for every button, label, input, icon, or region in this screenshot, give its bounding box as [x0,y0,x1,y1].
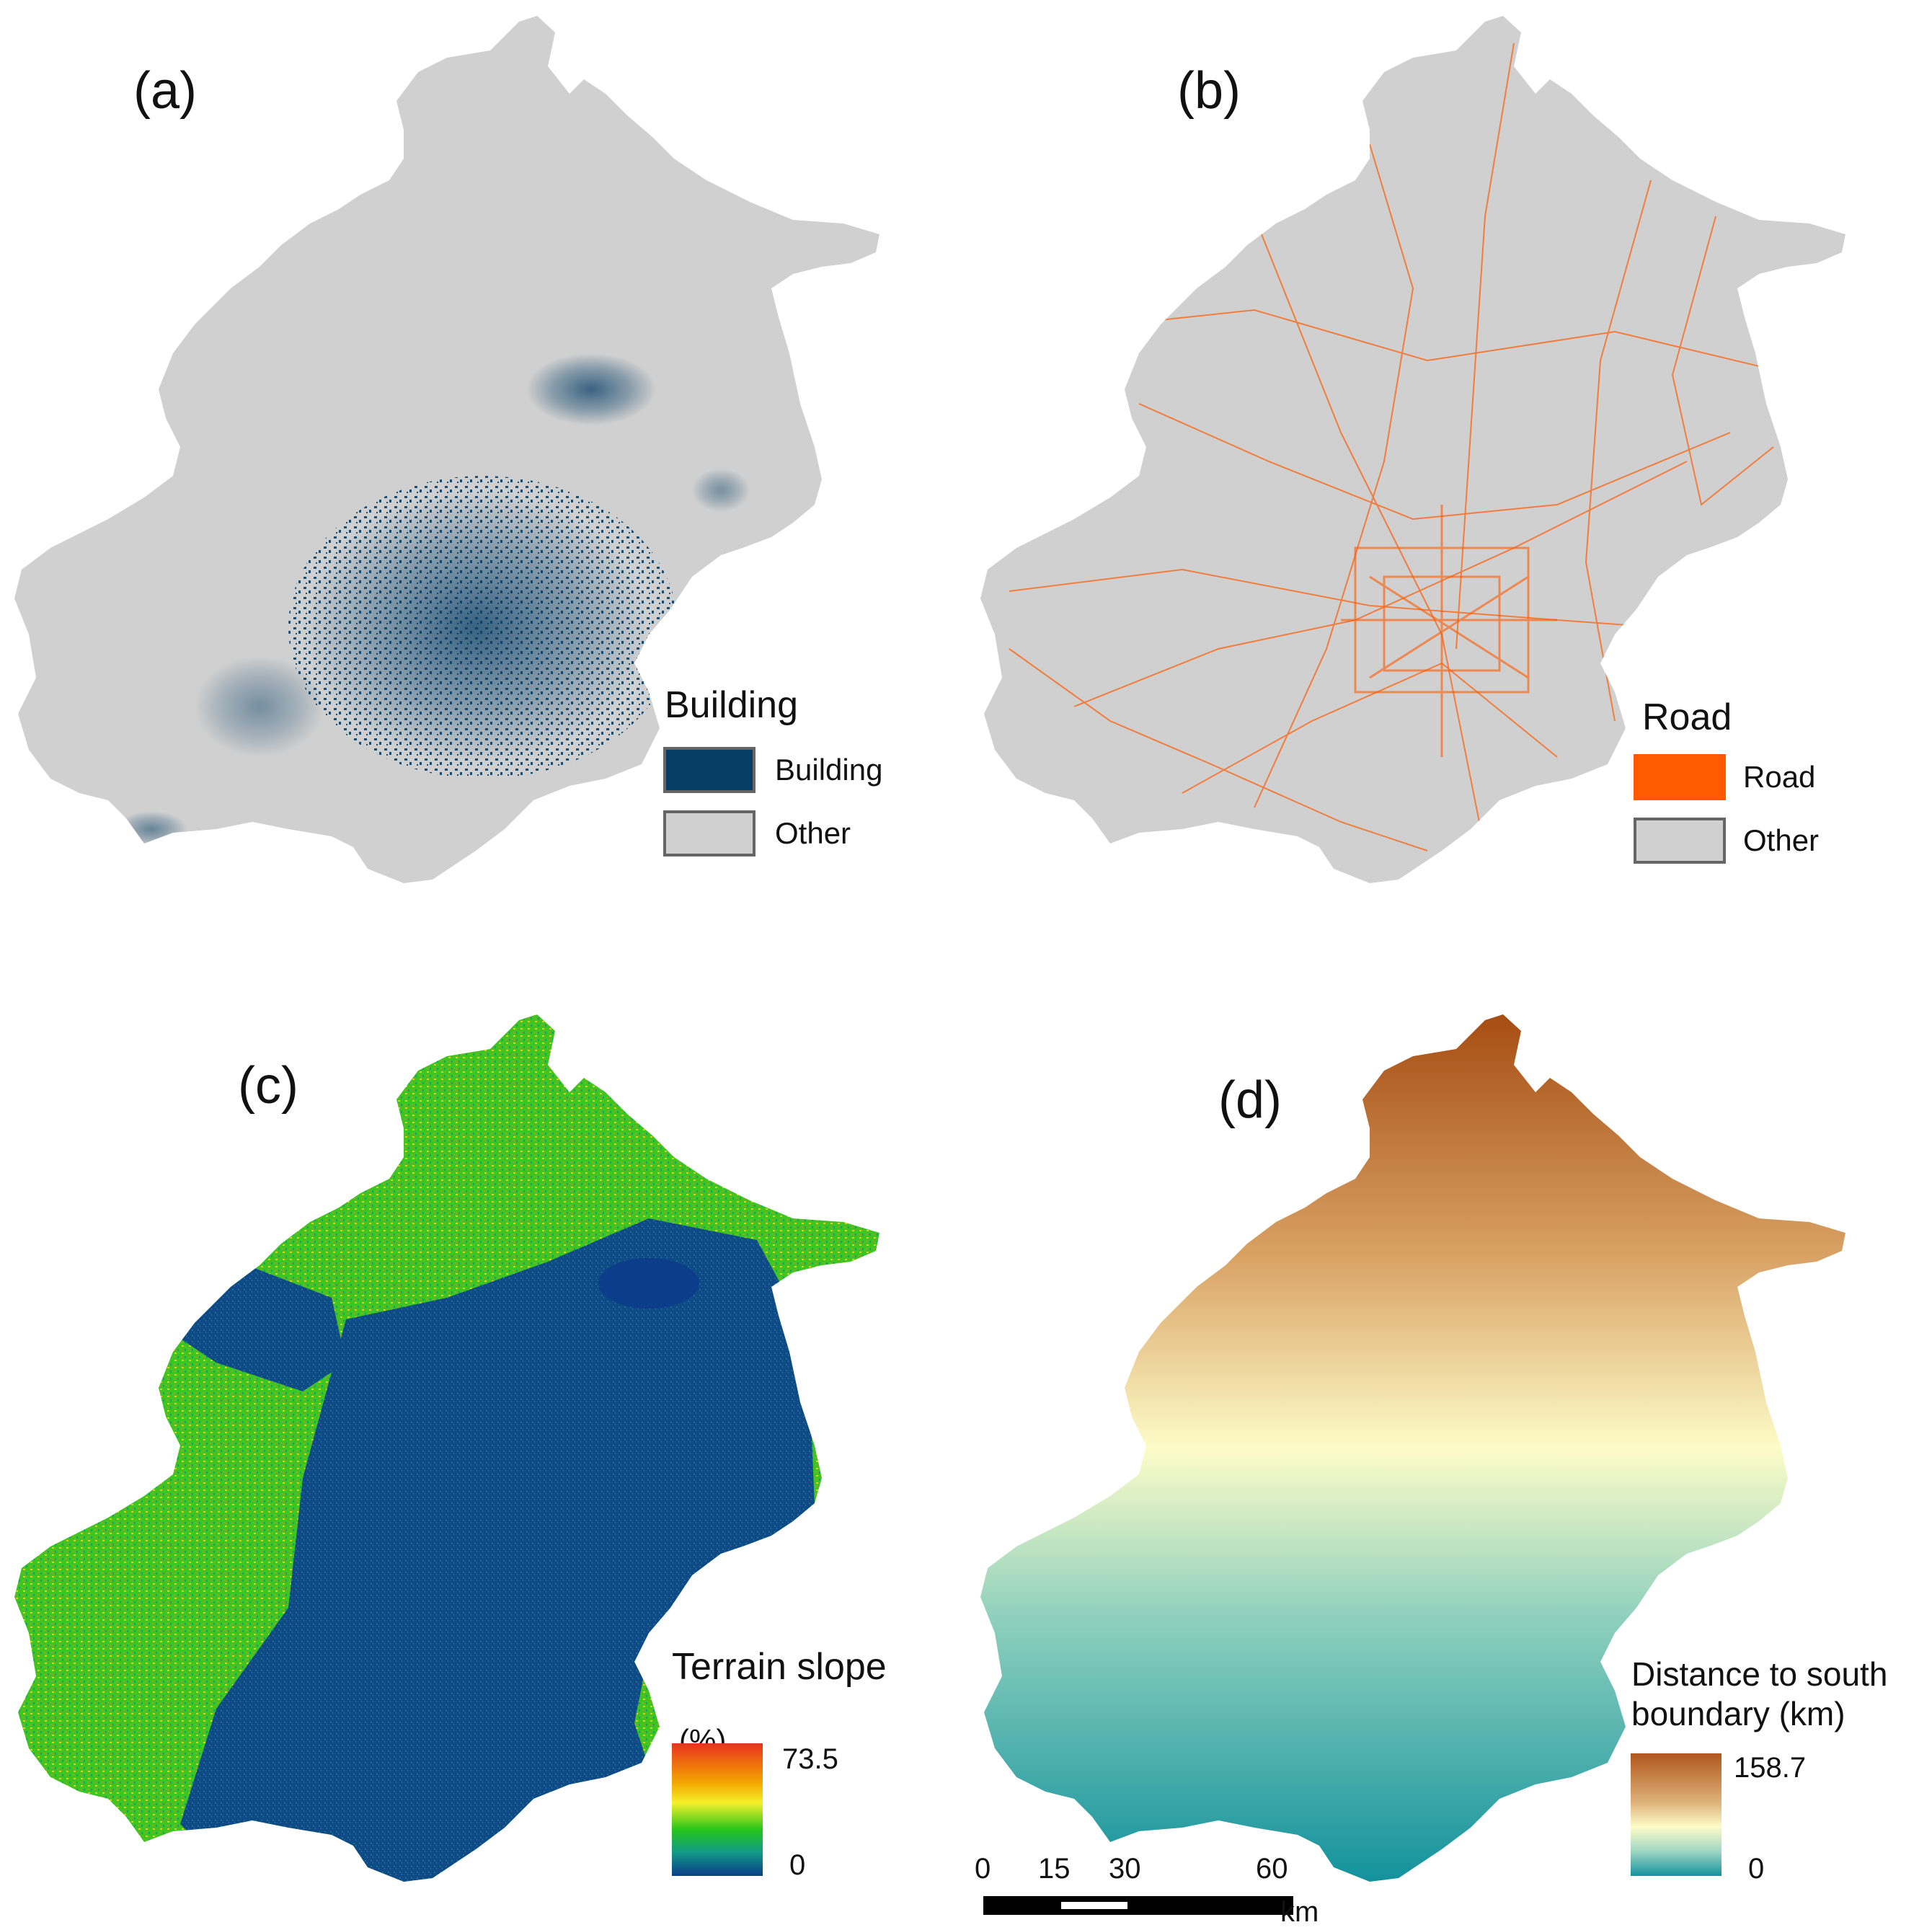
panel-label-d: (d) [1218,1071,1282,1129]
legend-swatch-road [1634,754,1726,800]
panel-a: (a) Building Building Other [0,0,966,959]
distance-max-label: 158.7 [1734,1752,1807,1784]
scale-bar-track [983,1896,1293,1915]
building-map [14,16,879,883]
legend-title-distance-2: boundary (km) [1631,1695,1845,1732]
panel-c: (c) Terrain slope (%) 73.5 0 [0,959,966,1930]
legend-title-road: Road [1642,696,1732,738]
legend-label-road: Road [1743,760,1816,794]
distance-color-ramp [1631,1753,1721,1876]
legend-title-slope: Terrain slope [672,1646,887,1688]
legend-title-building: Building [665,684,799,726]
scale-unit: km [1280,1896,1319,1928]
scale-tick-60: 60 [1256,1853,1288,1885]
distance-min-label: 0 [1748,1853,1765,1885]
legend-title-distance-1: Distance to south [1631,1655,1888,1693]
panel-b: (b) Road Road Other [966,0,1932,959]
scale-bar: 0 15 30 60 km [966,1846,1370,1928]
legend-label-building: Building [775,753,883,787]
road-map [980,16,1845,883]
scale-tick-0: 0 [975,1853,991,1885]
panel-label-b: (b) [1177,62,1241,120]
legend-swatch-building [663,747,755,793]
panel-label-a: (a) [133,62,197,120]
panel-d: (d) Distance to south boundary (km) 158.… [966,959,1932,1930]
slope-max-label: 73.5 [782,1743,838,1775]
legend-label-other: Other [775,816,851,850]
terrain-slope-map [14,1014,879,1882]
legend-swatch-other [1634,818,1726,864]
legend-label-other: Other [1743,823,1820,857]
scale-tick-30: 30 [1109,1853,1141,1885]
panel-label-c: (c) [238,1057,298,1115]
slope-min-label: 0 [789,1849,806,1881]
scale-tick-15: 15 [1038,1853,1071,1885]
slope-color-ramp [672,1743,763,1876]
legend-swatch-other [663,810,755,856]
